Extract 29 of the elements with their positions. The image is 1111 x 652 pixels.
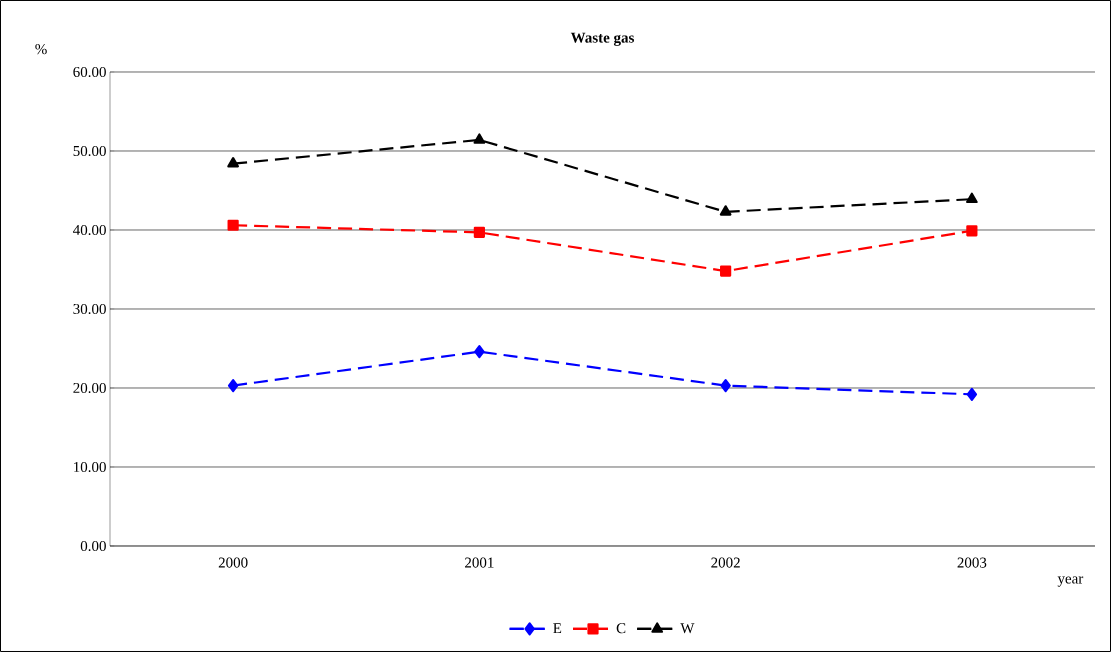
y-tick-label: 10.00 (74, 461, 106, 473)
x-tick-label: 2002 (711, 557, 740, 568)
x-tick-label: 2000 (218, 557, 248, 568)
legend-label: E (553, 623, 562, 634)
point (473, 133, 486, 144)
y-tick-label: 30.00 (73, 303, 106, 315)
point (966, 387, 978, 401)
point (720, 265, 732, 277)
point (966, 225, 978, 237)
y-tick-label: 40.00 (73, 224, 106, 236)
point (227, 219, 239, 231)
x-axis-title: year (1057, 576, 1084, 587)
x-tick-label: 2001 (465, 557, 494, 568)
point (719, 205, 732, 216)
point (966, 192, 978, 204)
legend-label: C (616, 623, 626, 634)
point (720, 379, 731, 393)
y-axis-title: % (35, 44, 47, 55)
point (227, 379, 239, 393)
point (474, 345, 485, 359)
x-tick-label: 2003 (957, 557, 987, 568)
chart-title: Waste gas (570, 32, 634, 46)
point (227, 157, 239, 168)
legend-label: W (680, 623, 695, 634)
y-tick-label: 50.00 (73, 145, 106, 157)
y-tick-label: 0.00 (80, 540, 106, 552)
point (473, 226, 485, 238)
y-tick-label: 20.00 (73, 382, 106, 394)
y-tick-label: 60.00 (73, 66, 106, 78)
